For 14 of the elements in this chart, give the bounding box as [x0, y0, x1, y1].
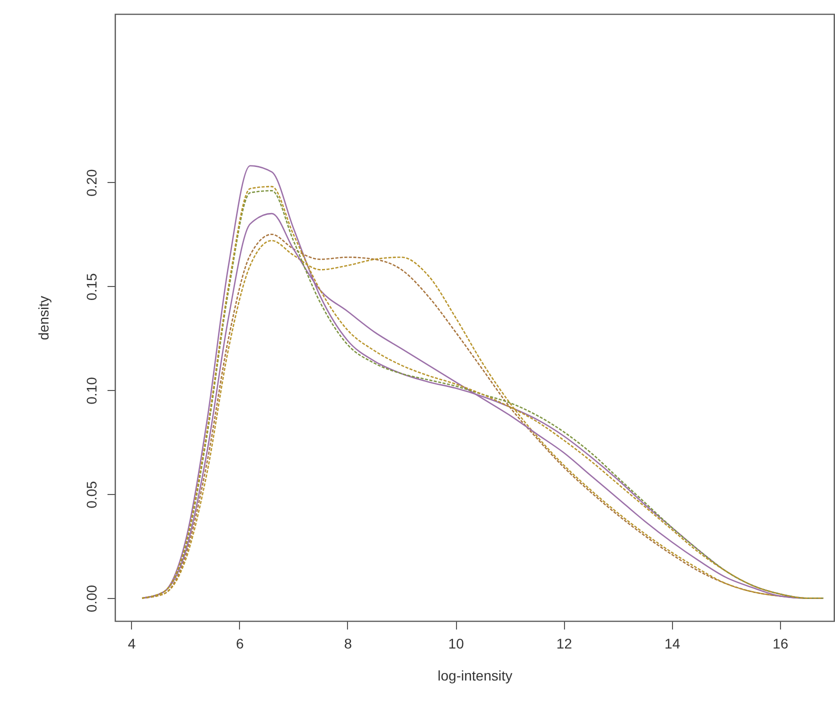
y-tick-label: 0.00 [84, 584, 100, 612]
x-tick-label: 16 [772, 636, 788, 652]
x-tick-label: 14 [664, 636, 680, 652]
x-axis-title: log-intensity [438, 668, 512, 684]
y-axis-title: density [36, 296, 52, 340]
x-tick-label: 12 [556, 636, 572, 652]
y-tick-label: 0.05 [84, 480, 100, 508]
x-tick-label: 6 [236, 636, 244, 652]
y-tick-label: 0.15 [84, 272, 100, 300]
y-tick-label: 0.10 [84, 376, 100, 404]
x-tick-label: 10 [448, 636, 464, 652]
x-tick-label: 4 [128, 636, 136, 652]
x-tick-label: 8 [344, 636, 352, 652]
y-tick-label: 0.20 [84, 169, 100, 197]
